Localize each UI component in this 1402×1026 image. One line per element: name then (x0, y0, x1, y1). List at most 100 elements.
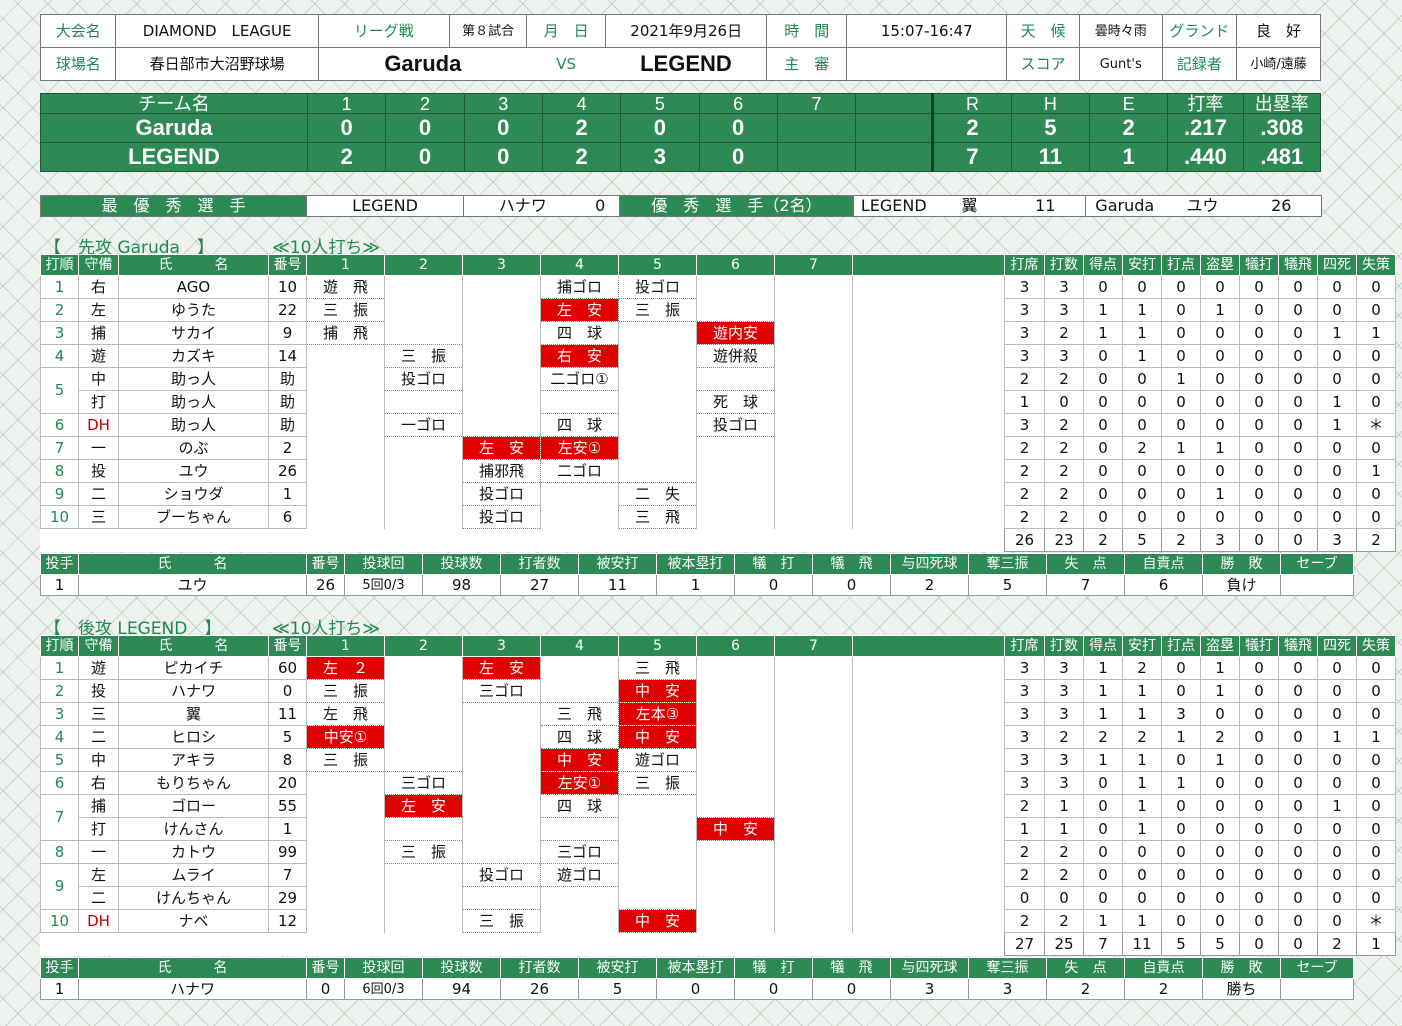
batting-stat: 0 (1161, 482, 1201, 506)
plate-appearance-empty (384, 390, 463, 414)
batting-stat: 0 (1083, 459, 1123, 483)
plate-appearance-empty (696, 505, 775, 529)
line-score-cell: 2 (541, 142, 622, 172)
player-name: カズキ (118, 344, 269, 368)
player-number: 20 (268, 771, 307, 795)
batting-stat: 0 (1200, 817, 1240, 841)
plate-appearance: 三 振 (384, 344, 463, 368)
batting-stat: 2 (1044, 436, 1084, 460)
batting-header-cell: 盗塁 (1200, 635, 1240, 657)
batting-stat: 2 (1004, 840, 1045, 864)
fielding-position: 三 (78, 505, 119, 529)
batting-order: 8 (40, 840, 79, 864)
plate-appearance-empty (774, 436, 853, 460)
player-number: 11 (268, 702, 307, 726)
plate-appearance: 二 失 (618, 482, 697, 506)
batting-header-cell: 犠打 (1239, 254, 1279, 276)
batting-stat: 0 (1239, 679, 1279, 703)
batting-stat: 0 (1317, 275, 1357, 299)
line-team-name: Garuda (39, 113, 309, 143)
batting-stat: 2 (1122, 725, 1162, 749)
batting-stat: 0 (1278, 817, 1318, 841)
batting-stat: 3 (1004, 344, 1045, 368)
plate-appearance-empty (462, 886, 541, 910)
plate-appearance-empty (618, 794, 697, 818)
batting-stat: 0 (1161, 840, 1201, 864)
plate-appearance: 遊併殺 (696, 344, 775, 368)
line-score-cell: 0 (620, 113, 700, 143)
player-number: 助 (268, 413, 307, 437)
batting-stat: 0 (1083, 505, 1123, 529)
batting-header-cell: 2 (384, 635, 463, 657)
pitcher-name: ユウ (78, 574, 307, 596)
batting-order: 2 (40, 298, 79, 322)
batting-stat: 1 (1356, 459, 1396, 483)
stats-gap (853, 299, 1005, 322)
player-number: 0 (268, 679, 307, 703)
batter-row: 8 投ユウ 26 捕邪飛 二ゴロ 2 2 0 0 0 0 0 0 0 1 (40, 459, 1396, 483)
batting-stat: 0 (1278, 656, 1318, 680)
batting-stat: 0 (1239, 863, 1279, 887)
pitcher-row: 1 ユウ 26 5回0/3 98 27 11 1 0 0 2 5 7 6 負け (40, 574, 1354, 596)
stats-gap (853, 887, 1005, 910)
batting-stat: 1 (1200, 679, 1240, 703)
plate-appearance: 三 飛 (618, 656, 697, 680)
plate-appearance-hit: 中 安 (696, 817, 775, 841)
plate-appearance-empty (462, 367, 541, 391)
batting-stat: 0 (1083, 390, 1123, 414)
batting-header-cell: 打順 (40, 635, 79, 657)
top-team-title: 【 先攻 Garuda 】 (44, 238, 214, 258)
team-total-stat: 2 (1083, 528, 1123, 552)
batting-stat: 3 (1044, 771, 1084, 795)
plate-appearance-empty (540, 505, 619, 529)
batting-stat: 1 (1044, 794, 1084, 818)
pitching-stat: 7 (1046, 574, 1125, 596)
plate-appearance-hit: 遊内安 (696, 321, 775, 345)
plate-appearance-empty (618, 863, 697, 887)
batting-stat: 1 (1122, 321, 1162, 345)
batting-stat: 3 (1044, 702, 1084, 726)
header-gap (852, 635, 1005, 657)
pitching-stat: 3 (968, 978, 1047, 1000)
batting-stat: 2 (1044, 367, 1084, 391)
batting-stat: 0 (1161, 298, 1201, 322)
fielding-position: 右 (78, 771, 119, 795)
batting-stat: 0 (1083, 817, 1123, 841)
plate-appearance: 遊ゴロ (618, 748, 697, 772)
batting-stat: 0 (1239, 436, 1279, 460)
plate-appearance-empty (696, 702, 775, 726)
batter-row: 10 DH ナベ 12 三 振中 安 2 2 1 1 0 0 0 0 0 ＊ (40, 909, 1396, 933)
pitching-stat: 5回0/3 (344, 574, 423, 596)
batting-stat: 0 (1161, 505, 1201, 529)
fielding-position: 左 (78, 298, 119, 322)
pitching-stat: 0 (812, 574, 891, 596)
batting-stat: 0 (1317, 702, 1357, 726)
awards-table: 最 優 秀 選 手 LEGEND ハナワ 0 優 秀 選 手（2名） LEGEN… (40, 195, 1322, 217)
batting-stat: 0 (1044, 886, 1084, 910)
plate-appearance-empty (462, 321, 541, 345)
line-header-cell: 4 (541, 93, 622, 114)
batting-stat: 1 (1161, 367, 1201, 391)
pitching-stat: 0 (656, 978, 735, 1000)
player-number: 2 (268, 436, 307, 460)
stats-gap (853, 864, 1005, 887)
batting-stat: 3 (1044, 275, 1084, 299)
batting-header-cell: 打数 (1044, 254, 1084, 276)
batting-stat: 0 (1278, 794, 1318, 818)
batting-stat: ＊ (1356, 413, 1396, 437)
batting-stat: 3 (1044, 298, 1084, 322)
pitching-stat: 3 (890, 978, 969, 1000)
pitching-header-cell: セーブ (1280, 957, 1354, 979)
plate-appearance-empty (696, 725, 775, 749)
batting-header-cell: 打席 (1004, 635, 1045, 657)
plate-appearance: 三 振 (618, 298, 697, 322)
batting-stat: 0 (1161, 390, 1201, 414)
plate-appearance: 三 振 (306, 298, 385, 322)
plate-appearance-empty (306, 817, 385, 841)
batting-stat: 0 (1356, 863, 1396, 887)
batting-order: 4 (40, 725, 79, 749)
batting-header-cell: 打順 (40, 254, 79, 276)
plate-appearance: 一ゴロ (384, 413, 463, 437)
plate-appearance-empty (306, 367, 385, 391)
plate-appearance: 投ゴロ (462, 863, 541, 887)
